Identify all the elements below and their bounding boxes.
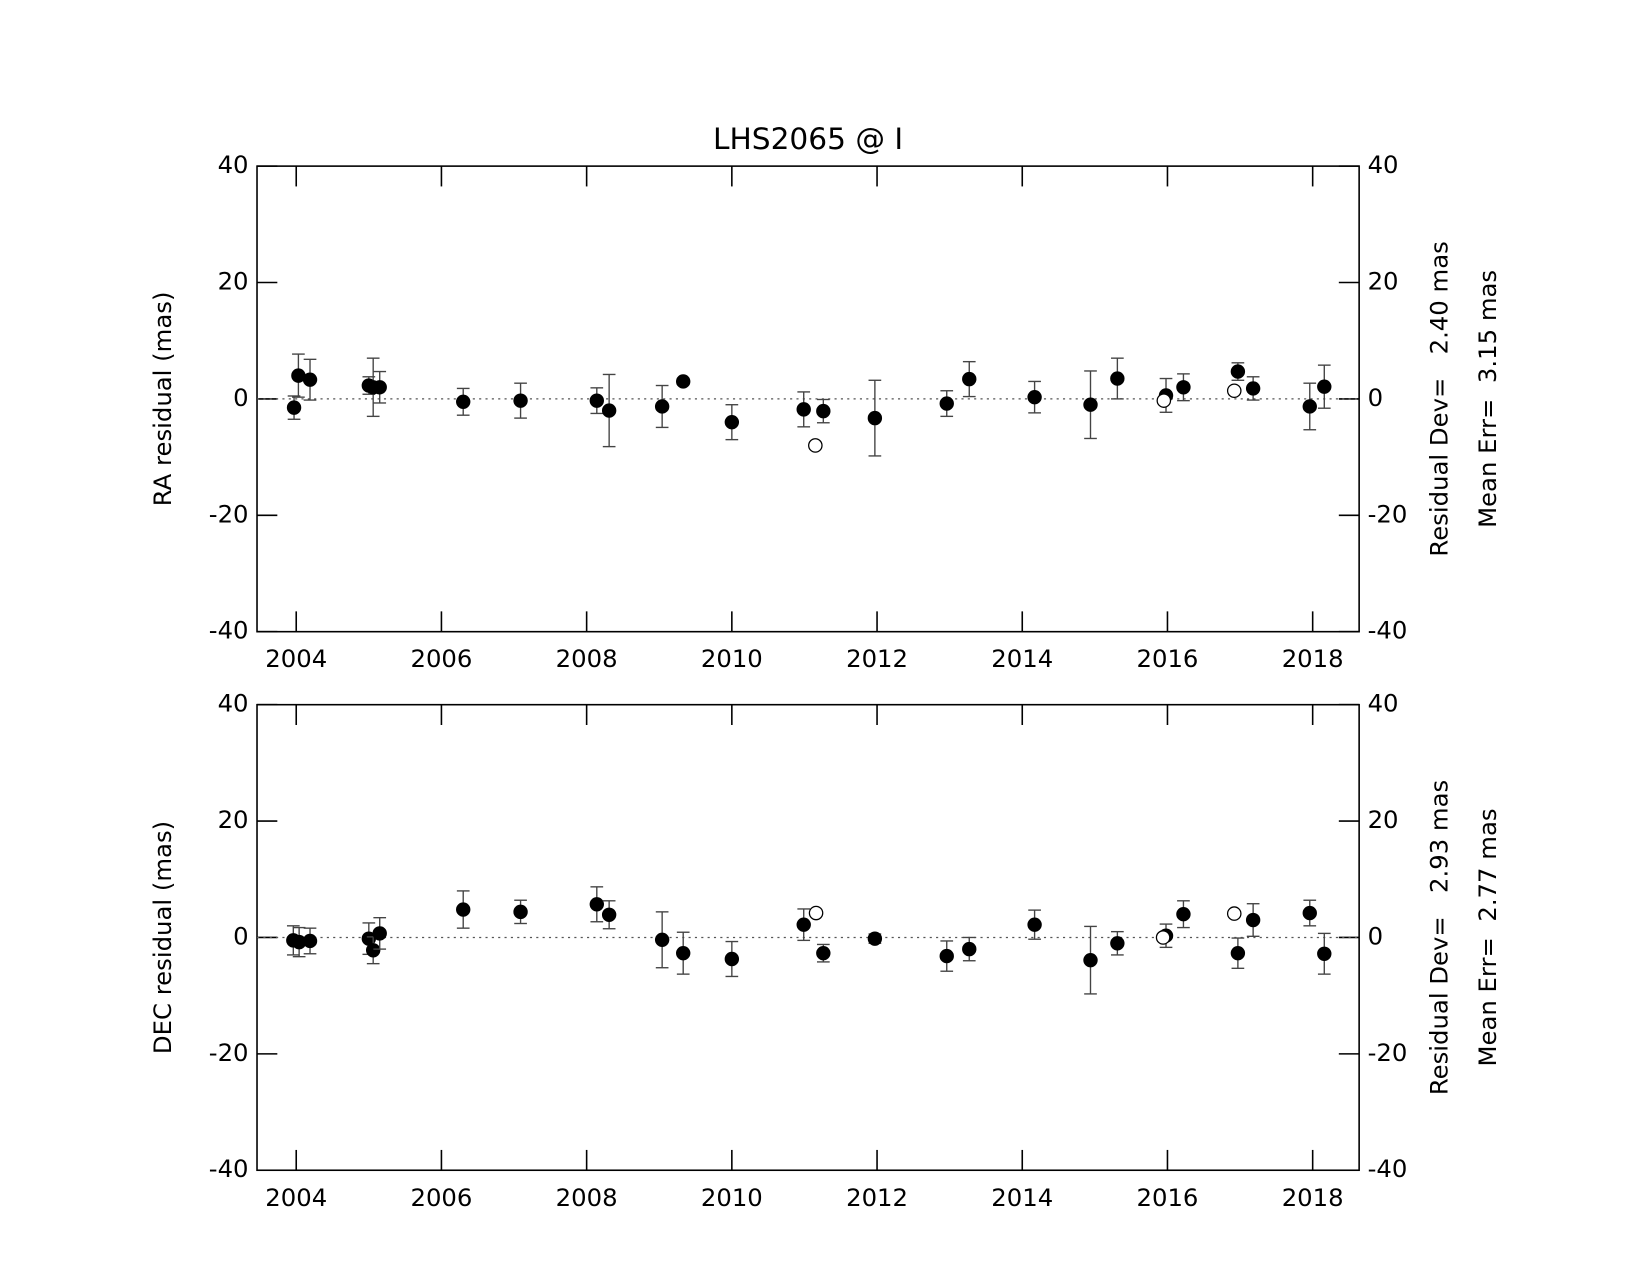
y-tick-label: 40 — [218, 150, 249, 179]
point — [1230, 945, 1246, 961]
point — [456, 394, 471, 410]
annotation: Mean Err= 3.15 mas — [1473, 270, 1502, 528]
point — [1245, 381, 1261, 396]
y-tick-label: -20 — [209, 1038, 249, 1067]
y2-tick-label: 40 — [1368, 150, 1399, 179]
point — [654, 399, 670, 414]
y-tick-label: -20 — [209, 499, 249, 528]
annotation: Residual Dev= 2.93 mas — [1425, 780, 1454, 1095]
x-tick-label: 2014 — [991, 1183, 1053, 1212]
point — [302, 372, 318, 387]
x-tick-label: 2004 — [265, 644, 327, 673]
point — [676, 374, 691, 389]
point — [867, 931, 883, 946]
x-tick-label: 2012 — [846, 1183, 908, 1212]
point — [939, 948, 954, 964]
point — [456, 902, 471, 917]
point — [513, 904, 528, 920]
point — [962, 371, 977, 387]
point — [601, 403, 617, 418]
point — [601, 907, 617, 922]
y-tick-label: 0 — [233, 383, 248, 412]
y2-tick-label: 20 — [1368, 805, 1399, 834]
y-tick-label: 20 — [218, 267, 249, 296]
point — [796, 917, 811, 932]
point — [724, 951, 740, 967]
y-tick-label: 0 — [233, 921, 248, 950]
annotation: Mean Err= 2.77 mas — [1473, 808, 1502, 1066]
x-tick-label: 2006 — [410, 644, 472, 673]
x-tick-label: 2008 — [556, 644, 618, 673]
point — [676, 945, 691, 961]
y-tick-label: -40 — [209, 1154, 249, 1183]
point — [1302, 399, 1317, 414]
point — [1027, 389, 1042, 405]
point — [939, 396, 954, 411]
point — [1317, 379, 1332, 394]
point — [1317, 946, 1332, 961]
point — [962, 941, 977, 957]
point — [808, 905, 824, 921]
point — [589, 897, 604, 912]
x-tick-label: 2018 — [1282, 644, 1344, 673]
x-tick-label: 2014 — [991, 644, 1053, 673]
point — [796, 402, 811, 417]
point — [1176, 906, 1191, 922]
y2-tick-label: -40 — [1368, 616, 1408, 645]
y2-tick-label: 20 — [1368, 267, 1399, 296]
point — [365, 943, 381, 958]
point — [816, 945, 831, 961]
x-tick-label: 2004 — [265, 1183, 327, 1212]
point — [513, 393, 528, 408]
point — [1110, 936, 1125, 951]
y2-tick-label: -20 — [1368, 1038, 1408, 1067]
y2-tick-label: -20 — [1368, 499, 1408, 528]
y2-tick-label: 0 — [1368, 921, 1383, 950]
point — [867, 410, 883, 426]
point — [1226, 383, 1242, 399]
x-tick-label: 2006 — [410, 1183, 472, 1212]
annotation: Residual Dev= 2.40 mas — [1425, 241, 1454, 556]
point — [816, 403, 831, 419]
point — [1226, 906, 1242, 921]
y2-tick-label: 40 — [1368, 689, 1399, 718]
x-tick-label: 2008 — [556, 1183, 618, 1212]
point — [286, 400, 302, 415]
point — [372, 380, 387, 395]
point — [654, 932, 670, 947]
y-tick-label: 20 — [218, 805, 249, 834]
y-tick-label: 40 — [218, 689, 249, 718]
point — [808, 438, 823, 453]
x-tick-label: 2010 — [701, 1183, 763, 1212]
y-axis-label: DEC residual (mas) — [148, 821, 177, 1054]
x-tick-label: 2018 — [1282, 1183, 1344, 1212]
point — [1245, 912, 1261, 928]
x-tick-label: 2012 — [846, 644, 908, 673]
point — [1156, 393, 1172, 408]
x-tick-label: 2016 — [1137, 644, 1199, 673]
point — [302, 933, 318, 949]
x-tick-label: 2016 — [1137, 1183, 1199, 1212]
point — [1155, 930, 1171, 945]
y-tick-label: -40 — [209, 616, 249, 645]
point — [1083, 397, 1098, 412]
point — [1110, 371, 1125, 386]
point — [1083, 952, 1098, 968]
point — [1027, 917, 1042, 932]
point — [372, 926, 387, 941]
point — [589, 393, 604, 408]
y-axis-label: RA residual (mas) — [148, 292, 177, 507]
point — [724, 414, 740, 430]
x-tick-label: 2010 — [701, 644, 763, 673]
point — [1176, 380, 1191, 395]
point — [1230, 364, 1246, 379]
y2-tick-label: 0 — [1368, 383, 1383, 412]
point — [1302, 905, 1317, 921]
y2-tick-label: -40 — [1368, 1154, 1408, 1183]
chart-title: LHS2065 @ I — [713, 122, 903, 156]
